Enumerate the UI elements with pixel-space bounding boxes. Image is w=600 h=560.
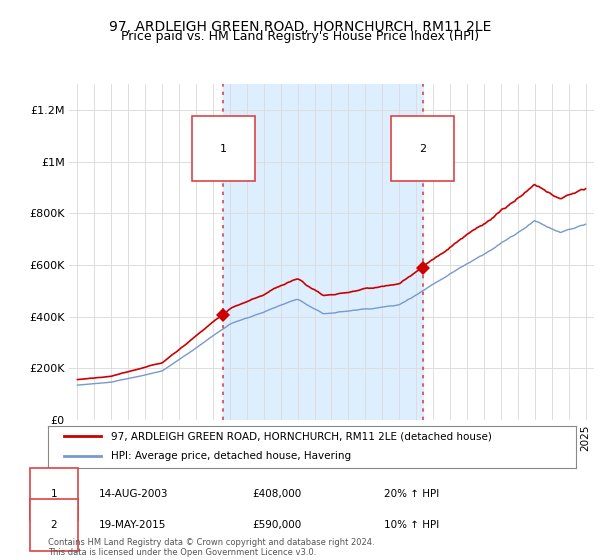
Text: 97, ARDLEIGH GREEN ROAD, HORNCHURCH, RM11 2LE (detached house): 97, ARDLEIGH GREEN ROAD, HORNCHURCH, RM1… [112, 431, 492, 441]
Bar [223, 84, 422, 420]
Text: 10% ↑ HPI: 10% ↑ HPI [384, 520, 439, 530]
Text: 2: 2 [419, 143, 426, 153]
Text: 1: 1 [50, 489, 58, 499]
Text: 1: 1 [220, 143, 227, 153]
Text: £408,000: £408,000 [252, 489, 301, 499]
Text: £590,000: £590,000 [252, 520, 301, 530]
Text: 2: 2 [50, 520, 58, 530]
Text: Price paid vs. HM Land Registry's House Price Index (HPI): Price paid vs. HM Land Registry's House … [121, 30, 479, 43]
Text: HPI: Average price, detached house, Havering: HPI: Average price, detached house, Have… [112, 451, 352, 461]
Text: 14-AUG-2003: 14-AUG-2003 [99, 489, 169, 499]
Text: Contains HM Land Registry data © Crown copyright and database right 2024.
This d: Contains HM Land Registry data © Crown c… [48, 538, 374, 557]
Text: 19-MAY-2015: 19-MAY-2015 [99, 520, 166, 530]
Text: 20% ↑ HPI: 20% ↑ HPI [384, 489, 439, 499]
Text: 97, ARDLEIGH GREEN ROAD, HORNCHURCH, RM11 2LE: 97, ARDLEIGH GREEN ROAD, HORNCHURCH, RM1… [109, 20, 491, 34]
